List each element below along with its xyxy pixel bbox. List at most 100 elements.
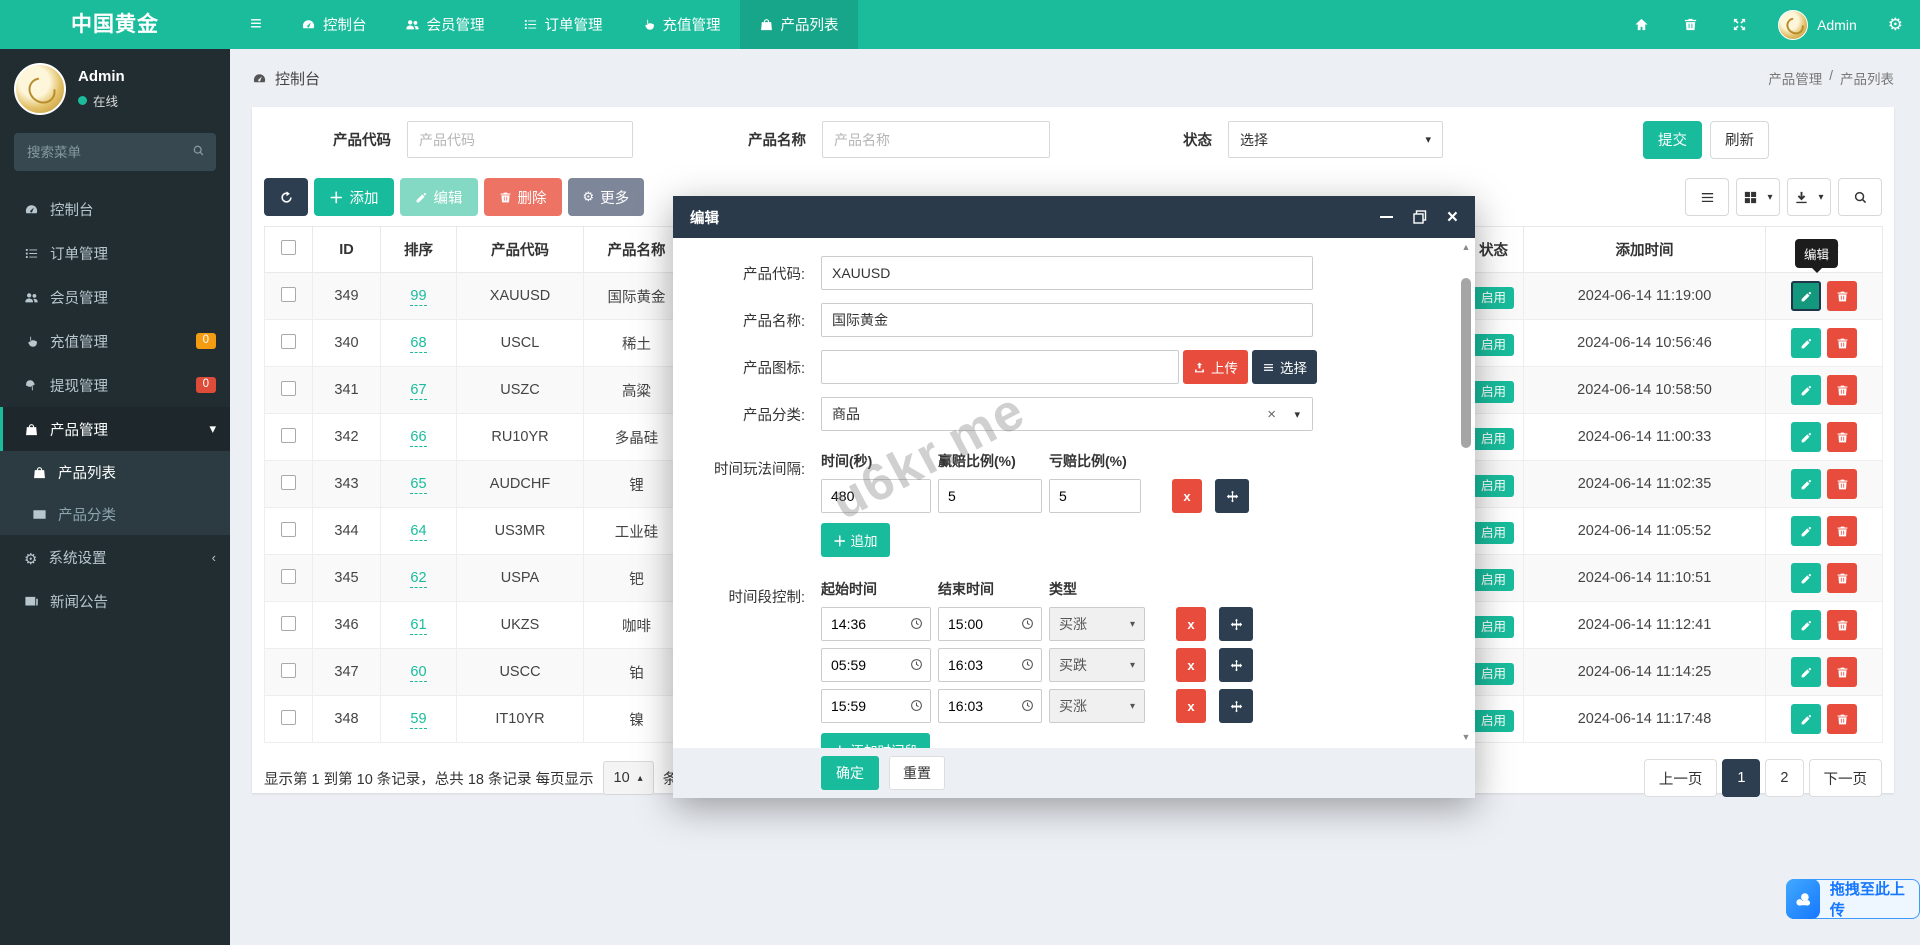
select-all-checkbox[interactable] xyxy=(281,240,296,255)
filter-status-select[interactable]: 选择 ▾ xyxy=(1228,121,1443,158)
code-input[interactable] xyxy=(821,256,1313,290)
edit-button[interactable] xyxy=(1791,422,1821,452)
remove-row-button[interactable]: x xyxy=(1176,689,1206,723)
edit-button[interactable] xyxy=(1791,657,1821,687)
type-select[interactable]: 买跌 ▾ xyxy=(1049,648,1145,682)
move-row-button[interactable] xyxy=(1215,479,1249,513)
settings-gear-icon[interactable]: ⚙ xyxy=(1887,14,1903,34)
upload-button[interactable]: 上传 xyxy=(1183,350,1248,384)
move-row-button[interactable] xyxy=(1219,607,1253,641)
reset-button[interactable]: 重置 xyxy=(889,756,945,790)
next-page-button[interactable]: 下一页 xyxy=(1808,759,1882,797)
name-input[interactable] xyxy=(821,303,1313,337)
edit-button[interactable] xyxy=(1791,281,1821,311)
sort-link[interactable]: 66 xyxy=(410,429,427,447)
end-time-input[interactable] xyxy=(938,607,1042,641)
prev-page-button[interactable]: 上一页 xyxy=(1643,759,1718,797)
edit-button[interactable] xyxy=(1791,375,1821,405)
user-menu[interactable]: Admin xyxy=(1764,9,1871,40)
type-select[interactable]: 买涨 ▾ xyxy=(1049,607,1145,641)
sidebar-item-system-settings[interactable]: ⚙ 系统设置 ‹ xyxy=(24,549,216,568)
drag-upload-widget[interactable]: 拖拽至此上传 xyxy=(1786,879,1920,919)
delete-button[interactable] xyxy=(1827,469,1857,499)
nav-item-recharge[interactable]: 充值管理 xyxy=(622,0,740,49)
start-time-input[interactable] xyxy=(821,607,931,641)
export-button[interactable]: ▾ xyxy=(1787,178,1831,216)
row-checkbox[interactable] xyxy=(281,709,296,725)
nav-item-products[interactable]: 产品列表 xyxy=(739,0,858,49)
scrollbar-thumb[interactable] xyxy=(1461,278,1471,448)
sidebar-item-product-mgmt[interactable]: 产品管理 ▾ xyxy=(0,407,230,451)
scroll-down-icon[interactable]: ▼ xyxy=(1461,732,1471,742)
home-icon[interactable] xyxy=(1617,17,1666,32)
sort-link[interactable]: 59 xyxy=(410,711,427,729)
remove-row-button[interactable]: x xyxy=(1176,648,1206,682)
minimize-icon[interactable] xyxy=(1379,216,1393,218)
toggle-view-button[interactable] xyxy=(1685,178,1729,216)
edit-button[interactable] xyxy=(1791,704,1821,734)
breadcrumb-parent[interactable]: 产品管理 xyxy=(1768,72,1823,87)
edit-button-toolbar[interactable]: 编辑 xyxy=(399,178,478,216)
dialog-header[interactable]: 编辑 × xyxy=(673,196,1475,238)
category-select[interactable]: 商品 × ▾ xyxy=(821,397,1313,431)
row-checkbox[interactable] xyxy=(281,662,296,678)
columns-button[interactable]: ▾ xyxy=(1736,178,1780,216)
type-select[interactable]: 买涨 ▾ xyxy=(1049,689,1145,723)
search-button[interactable] xyxy=(1838,178,1882,216)
trash-icon[interactable] xyxy=(1666,17,1715,32)
sort-link[interactable]: 68 xyxy=(410,335,427,353)
icon-input[interactable] xyxy=(821,350,1179,384)
page-size-select[interactable]: 10 ▴ xyxy=(602,761,654,795)
nav-item-orders[interactable]: 订单管理 xyxy=(504,0,622,49)
edit-button[interactable] xyxy=(1791,516,1821,546)
submit-button[interactable]: 提交 xyxy=(1643,120,1702,159)
fullscreen-icon[interactable] xyxy=(1715,17,1764,32)
delete-button[interactable] xyxy=(1827,657,1857,687)
delete-button[interactable] xyxy=(1827,516,1857,546)
interval-win-input[interactable] xyxy=(938,479,1042,513)
nav-item-dashboard[interactable]: 控制台 xyxy=(282,0,386,49)
sidebar-item-members[interactable]: 会员管理 xyxy=(0,275,230,319)
row-checkbox[interactable] xyxy=(281,568,296,584)
delete-button[interactable] xyxy=(1827,563,1857,593)
nav-item-members[interactable]: 会员管理 xyxy=(386,0,504,49)
choose-button[interactable]: 选择 xyxy=(1252,350,1317,384)
interval-time-input[interactable] xyxy=(821,479,931,513)
sort-link[interactable]: 65 xyxy=(410,476,427,494)
move-row-button[interactable] xyxy=(1219,689,1253,723)
start-time-input[interactable] xyxy=(821,648,931,682)
edit-button[interactable] xyxy=(1791,469,1821,499)
edit-button[interactable] xyxy=(1791,610,1821,640)
add-button[interactable]: ＋添加 xyxy=(314,178,394,216)
delete-button-toolbar[interactable]: 删除 xyxy=(483,178,562,216)
sort-link[interactable]: 67 xyxy=(410,382,427,400)
dialog-scrollbar[interactable]: ▲ ▼ xyxy=(1460,242,1472,742)
delete-button[interactable] xyxy=(1827,281,1857,311)
maximize-icon[interactable] xyxy=(1413,210,1427,224)
row-checkbox[interactable] xyxy=(281,615,296,631)
row-checkbox[interactable] xyxy=(281,380,296,396)
row-checkbox[interactable] xyxy=(281,427,296,443)
start-time-input[interactable] xyxy=(821,689,931,723)
scroll-up-icon[interactable]: ▲ xyxy=(1461,242,1471,252)
sort-link[interactable]: 99 xyxy=(410,288,427,306)
sidebar-item-withdraw[interactable]: 提现管理 0 xyxy=(0,363,230,407)
sort-link[interactable]: 61 xyxy=(410,617,427,635)
interval-lose-input[interactable] xyxy=(1049,479,1141,513)
delete-button[interactable] xyxy=(1827,375,1857,405)
more-button[interactable]: ⚙ 更多 xyxy=(567,178,645,216)
row-checkbox[interactable] xyxy=(281,474,296,490)
edit-button[interactable] xyxy=(1791,563,1821,593)
sidebar-item-recharge[interactable]: 充值管理 0 xyxy=(0,319,230,363)
row-checkbox[interactable] xyxy=(281,333,296,349)
confirm-button[interactable]: 确定 xyxy=(821,756,879,790)
move-row-button[interactable] xyxy=(1219,648,1253,682)
sort-link[interactable]: 62 xyxy=(410,570,427,588)
reload-button[interactable] xyxy=(264,178,308,216)
delete-button[interactable] xyxy=(1827,610,1857,640)
sidebar-item-product-category[interactable]: 产品分类 xyxy=(0,493,230,535)
clear-icon[interactable]: × xyxy=(1267,405,1276,423)
sort-link[interactable]: 64 xyxy=(410,523,427,541)
page-button-2[interactable]: 2 xyxy=(1765,759,1804,797)
remove-row-button[interactable]: x xyxy=(1176,607,1206,641)
